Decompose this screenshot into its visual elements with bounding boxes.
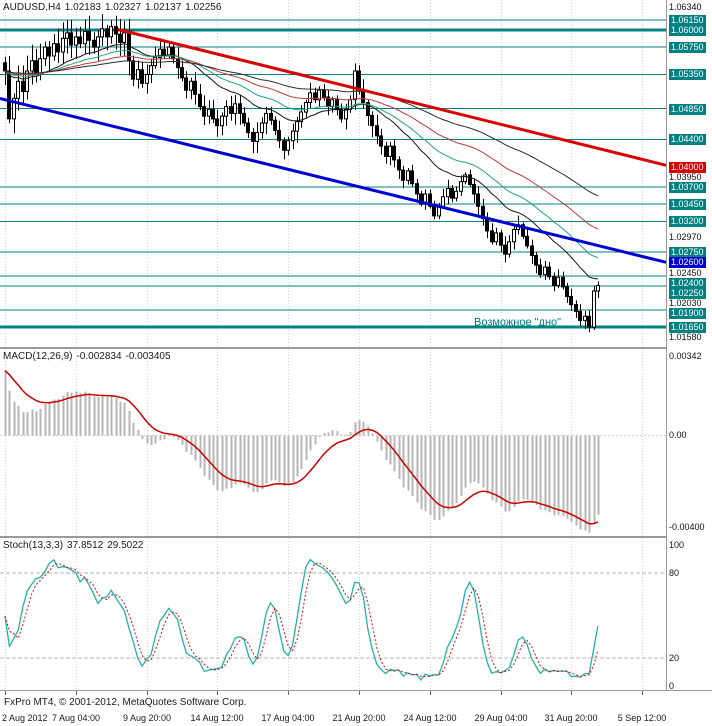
descending-channel-trendline[interactable] bbox=[0, 96, 666, 264]
line-price-label: 1.04400 bbox=[669, 134, 706, 145]
scale-border bbox=[666, 0, 667, 690]
annotation-possible-bottom[interactable]: Возможное "дно" bbox=[474, 316, 561, 328]
line-price-label: 1.03450 bbox=[669, 199, 706, 210]
stochastic-indicator-panel[interactable]: Stoch(13,3,3) 37.8512 29.5022 bbox=[0, 538, 666, 690]
macd-main-value: -0.002834 bbox=[76, 351, 122, 362]
time-tick bbox=[288, 691, 289, 695]
price-scale[interactable]: 1.06340 1.06150 1.06000 1.05750 1.05350 1.048… bbox=[667, 0, 712, 726]
time-axis-label: 24 Aug 12:00 bbox=[403, 713, 457, 723]
time-tick bbox=[642, 691, 643, 695]
stoch-name: Stoch(13,3,3) bbox=[3, 540, 64, 551]
time-axis-label: 29 Aug 04:00 bbox=[474, 713, 528, 723]
panel-separator[interactable] bbox=[0, 347, 712, 349]
axis-price-label: -0.00400 bbox=[669, 522, 705, 532]
line-price-label: 1.05350 bbox=[669, 69, 706, 80]
axis-price-label: 0.00342 bbox=[669, 351, 702, 361]
axis-price-label: 0.00 bbox=[669, 430, 687, 440]
line-price-label: 1.04000 bbox=[669, 162, 706, 173]
macd-histogram bbox=[4, 370, 600, 533]
time-labels: 2 Aug 2012 7 Aug 04:00 9 Aug 20:00 14 Aug 1… bbox=[0, 691, 712, 726]
line-price-label: 1.03700 bbox=[669, 182, 706, 193]
time-axis-label: 9 Aug 20:00 bbox=[122, 713, 172, 723]
macd-indicator-panel[interactable]: MACD(12,26,9) -0.002834 -0.003405 bbox=[0, 349, 666, 536]
low-value: 1.02137 bbox=[145, 2, 182, 13]
stoch-main-line bbox=[4, 558, 599, 682]
stoch-header: Stoch(13,3,3) 37.8512 29.5022 bbox=[3, 540, 147, 551]
time-axis-label: 7 Aug 04:00 bbox=[51, 713, 101, 723]
macd-chart[interactable] bbox=[0, 349, 666, 536]
moving-average-89 bbox=[4, 60, 599, 197]
axis-price-label: 100 bbox=[669, 540, 685, 550]
moving-average-55 bbox=[4, 55, 599, 230]
time-tick bbox=[147, 691, 148, 695]
line-price-label: 1.04850 bbox=[669, 104, 706, 115]
time-tick bbox=[571, 691, 572, 695]
stochastic-chart[interactable] bbox=[0, 538, 666, 690]
symbol-period-label: AUDUSD,H4 bbox=[3, 2, 61, 13]
copyright-footer: FxPro MT4, © 2001-2012, MetaQuotes Softw… bbox=[4, 697, 247, 708]
time-axis-label: 2 Aug 2012 bbox=[2, 713, 48, 723]
time-tick bbox=[501, 691, 502, 695]
line-price-label: 1.01900 bbox=[669, 308, 706, 319]
time-tick bbox=[359, 691, 360, 695]
macd-header: MACD(12,26,9) -0.002834 -0.003405 bbox=[3, 351, 175, 362]
close-value: 1.02256 bbox=[185, 2, 222, 13]
price-chart-panel[interactable]: Возможное "дно" AUDUSD,H4 1.02183 1.02327 1… bbox=[0, 0, 666, 347]
axis-price-label: 0 bbox=[669, 681, 675, 691]
stoch-signal-value: 29.5022 bbox=[107, 540, 144, 551]
time-scale[interactable]: FxPro MT4, © 2001-2012, MetaQuotes Softw… bbox=[0, 690, 712, 726]
axis-price-label: 1.06340 bbox=[669, 2, 702, 12]
time-tick bbox=[430, 691, 431, 695]
axis-price-label: 1.02970 bbox=[669, 232, 702, 242]
time-tick bbox=[76, 691, 77, 695]
axis-price-label: 1.01580 bbox=[669, 332, 702, 342]
line-price-label: 1.01650 bbox=[669, 322, 706, 333]
macd-signal-line bbox=[4, 370, 599, 525]
time-axis-label: 31 Aug 20:00 bbox=[544, 713, 598, 723]
candlesticks bbox=[3, 14, 600, 333]
moving-average-21 bbox=[4, 43, 598, 280]
chart-ohlc-header: AUDUSD,H4 1.02183 1.02327 1.02137 1.02256 bbox=[3, 2, 225, 13]
axis-price-label: 80 bbox=[669, 568, 680, 578]
line-price-label: 1.02250 bbox=[669, 288, 706, 299]
line-price-label: 1.02600 bbox=[669, 257, 706, 268]
axis-price-label: 1.02030 bbox=[669, 298, 702, 308]
time-axis-label: 17 Aug 04:00 bbox=[261, 713, 315, 723]
axis-price-label: 20 bbox=[669, 653, 680, 663]
time-tick bbox=[5, 691, 6, 695]
axis-price-label: 1.03950 bbox=[669, 172, 702, 182]
candlestick-chart[interactable]: Возможное "дно" bbox=[0, 0, 666, 347]
line-price-label: 1.02400 bbox=[669, 278, 706, 289]
line-price-label: 1.06000 bbox=[669, 25, 706, 36]
time-axis-label: 14 Aug 12:00 bbox=[190, 713, 244, 723]
descending-resistance-trendline[interactable] bbox=[117, 27, 666, 167]
line-price-label: 1.06150 bbox=[669, 15, 706, 26]
macd-name: MACD(12,26,9) bbox=[3, 351, 73, 362]
macd-signal-value: -0.003405 bbox=[125, 351, 171, 362]
panel-separator[interactable] bbox=[0, 536, 712, 538]
time-tick bbox=[217, 691, 218, 695]
line-price-label: 1.03200 bbox=[669, 216, 706, 227]
stoch-main-value: 37.8512 bbox=[67, 540, 104, 551]
open-value: 1.02183 bbox=[64, 2, 101, 13]
moving-average-34 bbox=[4, 49, 599, 259]
high-value: 1.02327 bbox=[104, 2, 142, 13]
axis-price-label: 1.02450 bbox=[669, 268, 702, 278]
line-price-label: 1.05750 bbox=[669, 42, 706, 53]
stoch-signal-line bbox=[4, 562, 599, 678]
line-price-label: 1.02750 bbox=[669, 247, 706, 258]
time-axis-label: 21 Aug 20:00 bbox=[332, 713, 386, 723]
time-axis-label: 5 Sep 12:00 bbox=[617, 713, 667, 723]
